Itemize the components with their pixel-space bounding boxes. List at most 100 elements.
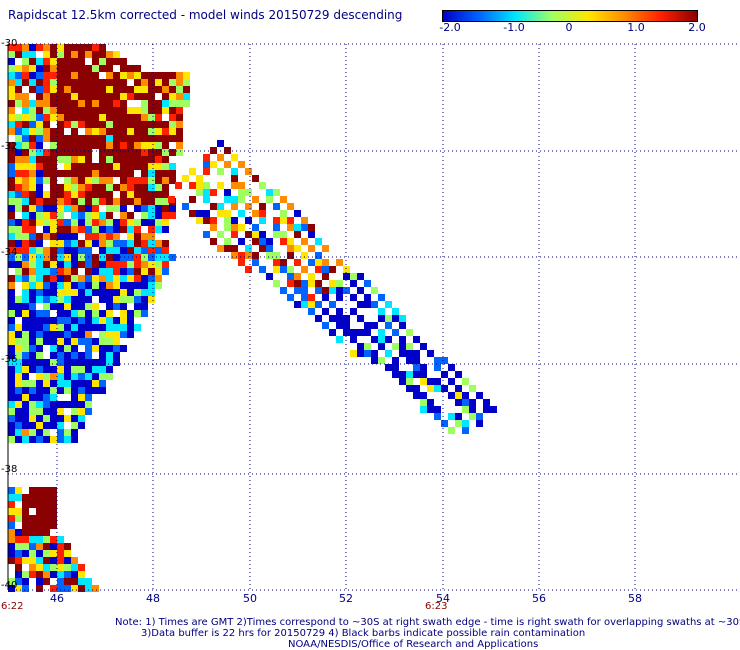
wind-cell bbox=[64, 275, 71, 282]
wind-cell bbox=[371, 336, 378, 343]
wind-cell bbox=[78, 198, 85, 205]
wind-cell bbox=[155, 275, 162, 282]
wind-cell bbox=[57, 296, 64, 303]
wind-cell bbox=[29, 303, 36, 310]
wind-cell bbox=[78, 86, 85, 93]
wind-cell bbox=[106, 268, 113, 275]
wind-cell bbox=[78, 380, 85, 387]
wind-cell bbox=[308, 231, 315, 238]
wind-cell bbox=[78, 275, 85, 282]
wind-cell bbox=[113, 135, 120, 142]
wind-cell bbox=[57, 543, 64, 550]
wind-cell bbox=[64, 543, 71, 550]
wind-cell bbox=[92, 317, 99, 324]
wind-cell bbox=[231, 154, 238, 161]
wind-cell bbox=[71, 170, 78, 177]
wind-cell bbox=[15, 121, 22, 128]
wind-cell bbox=[85, 303, 92, 310]
wind-cell bbox=[336, 287, 343, 294]
wind-cell bbox=[434, 406, 441, 413]
wind-cell bbox=[50, 522, 57, 529]
wind-cell bbox=[301, 238, 308, 245]
wind-cell bbox=[189, 168, 196, 175]
wind-cell bbox=[183, 72, 190, 79]
wind-cell bbox=[36, 86, 43, 93]
wind-cell bbox=[71, 79, 78, 86]
wind-cell bbox=[71, 226, 78, 233]
wind-cell bbox=[22, 219, 29, 226]
wind-cell bbox=[476, 413, 483, 420]
wind-cell bbox=[106, 359, 113, 366]
wind-cell bbox=[434, 385, 441, 392]
wind-cell bbox=[29, 247, 36, 254]
wind-cell bbox=[50, 51, 57, 58]
wind-cell bbox=[392, 315, 399, 322]
wind-cell bbox=[469, 406, 476, 413]
wind-cell bbox=[22, 163, 29, 170]
wind-cell bbox=[399, 371, 406, 378]
wind-cell bbox=[8, 58, 15, 65]
wind-cell bbox=[43, 289, 50, 296]
wind-cell bbox=[287, 224, 294, 231]
lat-label: -32 bbox=[1, 141, 18, 152]
wind-cell bbox=[113, 100, 120, 107]
wind-cell bbox=[8, 100, 15, 107]
wind-cell bbox=[71, 275, 78, 282]
wind-cell bbox=[155, 149, 162, 156]
wind-cell bbox=[155, 184, 162, 191]
wind-cell bbox=[36, 163, 43, 170]
wind-cell bbox=[168, 196, 175, 203]
wind-cell bbox=[85, 331, 92, 338]
wind-cell bbox=[455, 392, 462, 399]
wind-cell bbox=[57, 352, 64, 359]
wind-cell bbox=[29, 226, 36, 233]
wind-cell bbox=[162, 226, 169, 233]
wind-cell bbox=[92, 282, 99, 289]
wind-cell bbox=[57, 268, 64, 275]
wind-cell bbox=[29, 338, 36, 345]
wind-cell bbox=[127, 219, 134, 226]
wind-cell bbox=[420, 392, 427, 399]
wind-cell bbox=[15, 345, 22, 352]
wind-cell bbox=[155, 170, 162, 177]
wind-cell bbox=[357, 315, 364, 322]
wind-cell bbox=[92, 135, 99, 142]
wind-cell bbox=[120, 324, 127, 331]
wind-cell bbox=[420, 378, 427, 385]
wind-cell bbox=[113, 261, 120, 268]
wind-cell bbox=[64, 296, 71, 303]
wind-cell bbox=[15, 72, 22, 79]
wind-cell bbox=[64, 310, 71, 317]
wind-cell bbox=[106, 100, 113, 107]
wind-cell bbox=[315, 259, 322, 266]
wind-cell bbox=[78, 408, 85, 415]
wind-cell bbox=[127, 317, 134, 324]
wind-cell bbox=[134, 65, 141, 72]
wind-cell bbox=[148, 121, 155, 128]
wind-cell bbox=[36, 282, 43, 289]
wind-cell bbox=[71, 128, 78, 135]
wind-cell bbox=[78, 422, 85, 429]
wind-cell bbox=[92, 191, 99, 198]
wind-cell bbox=[64, 564, 71, 571]
wind-cell bbox=[43, 233, 50, 240]
wind-cell bbox=[36, 578, 43, 585]
wind-cell bbox=[43, 508, 50, 515]
wind-cell bbox=[448, 392, 455, 399]
wind-cell bbox=[476, 392, 483, 399]
wind-cell bbox=[43, 72, 50, 79]
wind-cell bbox=[92, 345, 99, 352]
wind-cell bbox=[71, 254, 78, 261]
wind-cell bbox=[99, 212, 106, 219]
wind-cell bbox=[8, 508, 15, 515]
wind-cell bbox=[71, 289, 78, 296]
wind-cell bbox=[336, 336, 343, 343]
wind-cell bbox=[162, 268, 169, 275]
wind-cell bbox=[64, 149, 71, 156]
wind-cell bbox=[71, 198, 78, 205]
wind-cell bbox=[85, 142, 92, 149]
wind-cell bbox=[15, 163, 22, 170]
wind-cell bbox=[64, 331, 71, 338]
wind-cell bbox=[120, 86, 127, 93]
wind-cell bbox=[78, 163, 85, 170]
